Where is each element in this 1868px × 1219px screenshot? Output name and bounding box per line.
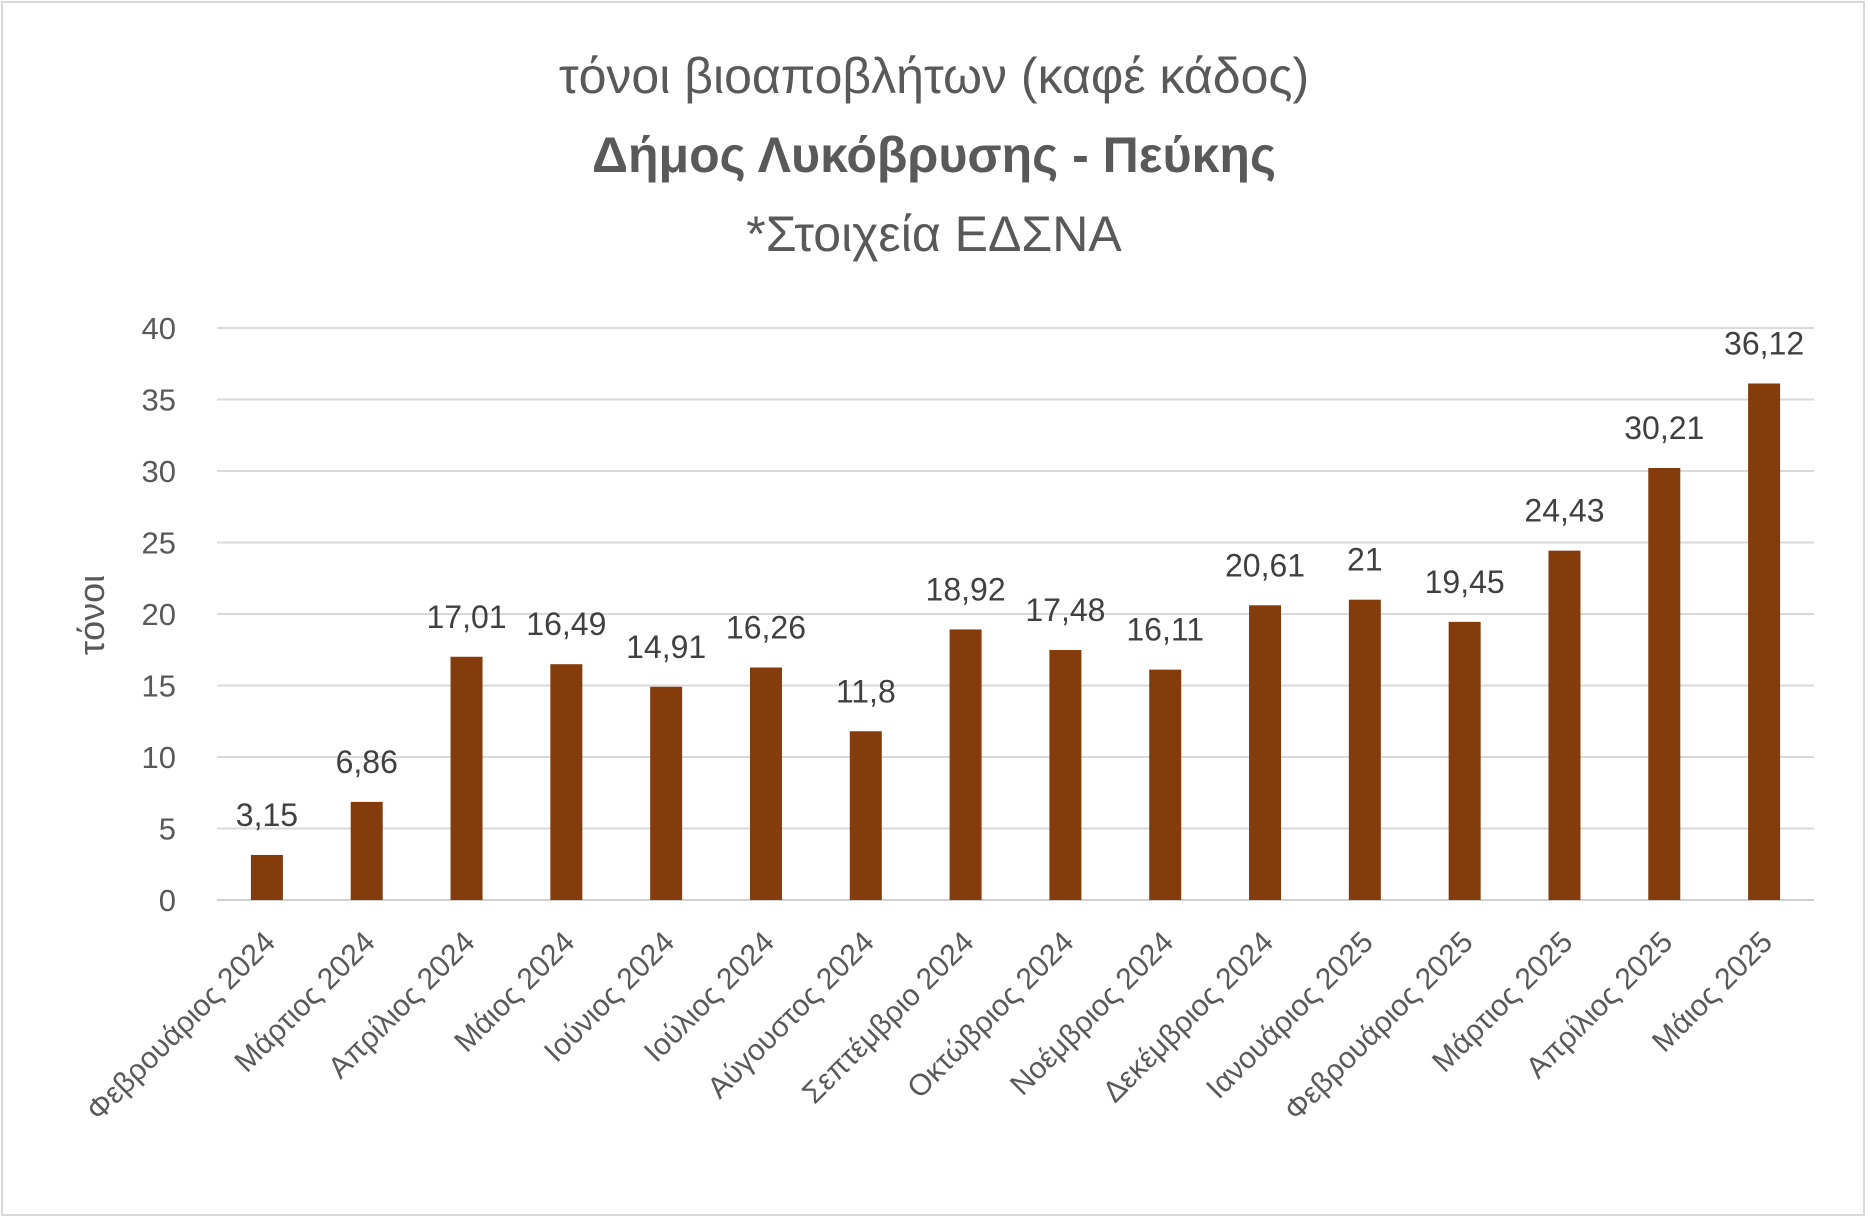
data-label: 11,8	[836, 673, 896, 709]
y-tick-label: 5	[159, 812, 176, 847]
bar	[250, 854, 283, 900]
bars	[250, 383, 1781, 900]
chart-title-line-1: τόνοι βιοαποβλήτων (καφέ κάδος)	[559, 48, 1309, 104]
y-tick-label: 30	[142, 454, 176, 489]
y-tick-label: 20	[142, 597, 176, 632]
chart-title-line-3: *Στοιχεία ΕΔΣΝΑ	[746, 206, 1122, 262]
bar	[1748, 383, 1781, 900]
bar	[1348, 599, 1381, 900]
y-tick-label: 35	[142, 383, 176, 418]
data-label: 6,86	[336, 744, 398, 780]
data-label: 21	[1347, 542, 1383, 578]
bar	[550, 664, 583, 900]
bar	[749, 667, 782, 900]
x-category-label: Δεκέμβριος 2024	[1097, 926, 1280, 1109]
bar	[1648, 467, 1681, 900]
y-tick-label: 25	[142, 526, 176, 561]
bar	[949, 629, 982, 900]
data-label: 3,15	[236, 797, 298, 833]
y-tick-label: 15	[142, 669, 176, 704]
data-label: 20,61	[1225, 547, 1305, 583]
data-label: 16,11	[1126, 612, 1204, 648]
bar	[650, 686, 683, 900]
data-label: 16,26	[726, 609, 806, 645]
x-category-label: Σεπτέμβριο 2024	[796, 926, 980, 1110]
data-label: 24,43	[1524, 493, 1604, 529]
gridlines	[217, 327, 1814, 901]
data-label: 14,91	[626, 629, 706, 665]
bar	[350, 801, 383, 900]
data-label: 19,45	[1425, 564, 1505, 600]
bar	[1049, 650, 1082, 900]
y-axis-title: τόνοι	[71, 575, 112, 655]
bar	[1149, 669, 1182, 900]
y-tick-label: 10	[142, 740, 176, 775]
y-axis-ticks: 0 5 10 15 20 25 30 35 40	[142, 311, 176, 918]
x-category-label: Αύγουστος 2024	[701, 926, 880, 1105]
bar	[1249, 605, 1282, 900]
x-category-label: Οκτώβριος 2024	[901, 926, 1080, 1105]
data-labels: 3,15 6,86 17,01 16,49 14,91 16,26 11,8 18,92 17,…	[236, 325, 1804, 832]
bar	[450, 656, 483, 900]
data-label: 30,21	[1624, 410, 1704, 446]
data-label: 17,48	[1025, 592, 1105, 628]
y-tick-label: 0	[159, 883, 176, 918]
x-category-label: Φεβρουάριος 2024	[80, 926, 282, 1128]
data-label: 36,12	[1724, 325, 1804, 361]
data-label: 17,01	[426, 599, 506, 635]
y-tick-label: 40	[142, 311, 176, 346]
data-label: 18,92	[926, 571, 1006, 607]
chart-title: τόνοι βιοαποβλήτων (καφέ κάδος) Δήμος Λυ…	[559, 48, 1309, 262]
bar	[1548, 550, 1581, 900]
chart-title-line-2: Δήμος Λυκόβρυσης - Πεύκης	[592, 127, 1276, 183]
bar	[1448, 621, 1481, 900]
x-category-label: Φεβρουάριος 2025	[1278, 926, 1480, 1128]
x-category-label: Ιανουάριος 2025	[1200, 926, 1380, 1106]
data-label: 16,49	[526, 606, 606, 642]
bar	[849, 731, 882, 900]
